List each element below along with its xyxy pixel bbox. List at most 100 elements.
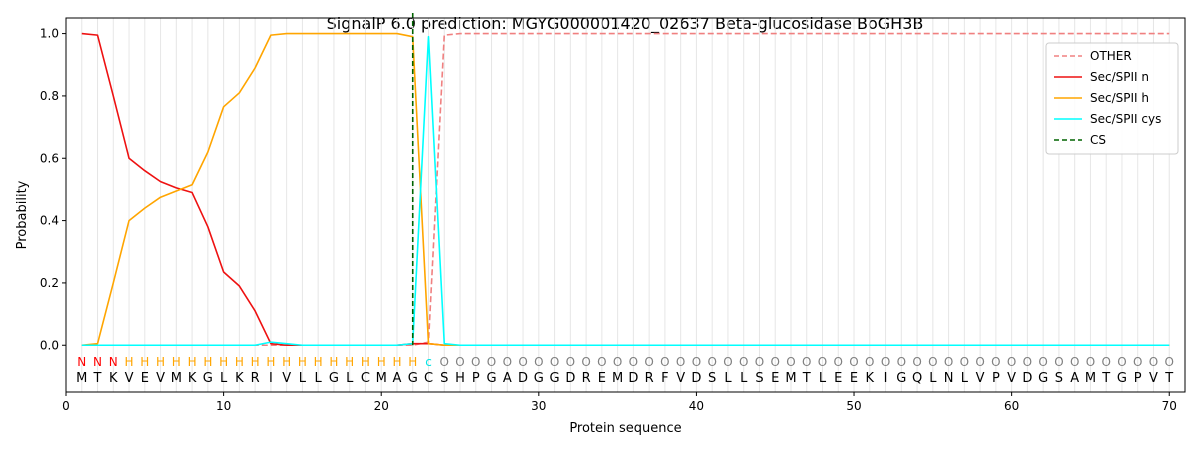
region-label: O xyxy=(723,355,732,369)
residue-label: R xyxy=(645,371,654,386)
residue-label: P xyxy=(1134,371,1142,386)
legend-label: Sec/SPII h xyxy=(1090,91,1149,105)
residue-label: G xyxy=(486,371,496,386)
residue-label: M xyxy=(612,371,623,386)
region-label: O xyxy=(960,355,969,369)
region-label: H xyxy=(172,355,181,369)
region-label: O xyxy=(944,355,953,369)
legend-label: CS xyxy=(1090,133,1106,147)
residue-label: K xyxy=(109,371,118,386)
x-axis: 0 10 20 30 40 50 60 70 xyxy=(62,392,1177,413)
residue-label: K xyxy=(866,371,875,386)
residue-label: G xyxy=(329,371,339,386)
y-tick-label: 0.4 xyxy=(40,214,59,228)
region-label: O xyxy=(692,355,701,369)
residue-label: V xyxy=(1007,371,1016,386)
region-label: O xyxy=(440,355,449,369)
residue-label: M xyxy=(376,371,387,386)
residue-label: G xyxy=(534,371,544,386)
residue-label: M xyxy=(76,371,87,386)
region-label: O xyxy=(518,355,527,369)
region-label: O xyxy=(928,355,937,369)
residue-label: A xyxy=(393,371,402,386)
region-label: N xyxy=(109,355,118,369)
residue-label: V xyxy=(282,371,291,386)
residue-label: E xyxy=(141,371,149,386)
region-label: O xyxy=(455,355,464,369)
x-tick-label: 10 xyxy=(216,399,231,413)
residue-label: T xyxy=(1101,371,1110,386)
region-label: H xyxy=(314,355,323,369)
residue-label: E xyxy=(771,371,779,386)
region-label: O xyxy=(597,355,606,369)
residue-label: V xyxy=(676,371,685,386)
series-layer xyxy=(81,32,1170,347)
region-label: H xyxy=(361,355,370,369)
residue-label: I xyxy=(269,371,273,386)
region-label: H xyxy=(377,355,386,369)
y-tick-label: 0.8 xyxy=(40,89,59,103)
residue-label: T xyxy=(93,371,102,386)
residue-label: T xyxy=(802,371,811,386)
residue-label: I xyxy=(884,371,888,386)
region-label: O xyxy=(503,355,512,369)
residue-label: G xyxy=(896,371,906,386)
residue-label: S xyxy=(708,371,716,386)
region-label: O xyxy=(802,355,811,369)
residue-label: P xyxy=(992,371,1000,386)
series-line-sec-spii-cys xyxy=(81,35,1170,347)
region-label: O xyxy=(1133,355,1142,369)
residue-label: D xyxy=(518,371,528,386)
region-label: O xyxy=(1007,355,1016,369)
residue-label: L xyxy=(724,371,732,386)
residue-label: M xyxy=(1085,371,1096,386)
residue-label: C xyxy=(361,371,370,386)
region-label: H xyxy=(266,355,275,369)
region-label: O xyxy=(487,355,496,369)
residue-label: C xyxy=(424,371,433,386)
residue-label: L xyxy=(819,371,827,386)
region-label: H xyxy=(140,355,149,369)
residue-label: A xyxy=(503,371,512,386)
y-tick-label: 0.2 xyxy=(40,276,59,290)
region-label: H xyxy=(408,355,417,369)
region-label: H xyxy=(235,355,244,369)
region-label: O xyxy=(1149,355,1158,369)
residue-label: M xyxy=(785,371,796,386)
region-label: O xyxy=(566,355,575,369)
region-label: N xyxy=(77,355,86,369)
region-label: O xyxy=(550,355,559,369)
region-label: H xyxy=(156,355,165,369)
residue-label: N xyxy=(944,371,954,386)
region-label: O xyxy=(897,355,906,369)
region-label: H xyxy=(203,355,212,369)
residue-label: T xyxy=(1164,371,1173,386)
y-axis: 0.0 0.2 0.4 0.6 0.8 1.0 xyxy=(40,27,66,352)
residue-label: D xyxy=(565,371,575,386)
region-label: O xyxy=(581,355,590,369)
residue-label: H xyxy=(455,371,465,386)
region-label: H xyxy=(329,355,338,369)
region-label: O xyxy=(786,355,795,369)
residue-label: L xyxy=(315,371,323,386)
residue-label: K xyxy=(188,371,197,386)
residue-label: E xyxy=(834,371,842,386)
region-label: O xyxy=(660,355,669,369)
region-label: H xyxy=(188,355,197,369)
residue-label: D xyxy=(628,371,638,386)
region-label: O xyxy=(849,355,858,369)
region-label: O xyxy=(975,355,984,369)
residue-label: V xyxy=(156,371,165,386)
region-label: c xyxy=(425,355,432,369)
residue-label: V xyxy=(976,371,985,386)
region-label: O xyxy=(1023,355,1032,369)
region-label: N xyxy=(93,355,102,369)
region-label: O xyxy=(991,355,1000,369)
residue-label: E xyxy=(598,371,606,386)
x-tick-label: 70 xyxy=(1162,399,1177,413)
region-label: O xyxy=(534,355,543,369)
residue-label: S xyxy=(755,371,763,386)
region-label: O xyxy=(644,355,653,369)
y-tick-label: 1.0 xyxy=(40,27,59,41)
